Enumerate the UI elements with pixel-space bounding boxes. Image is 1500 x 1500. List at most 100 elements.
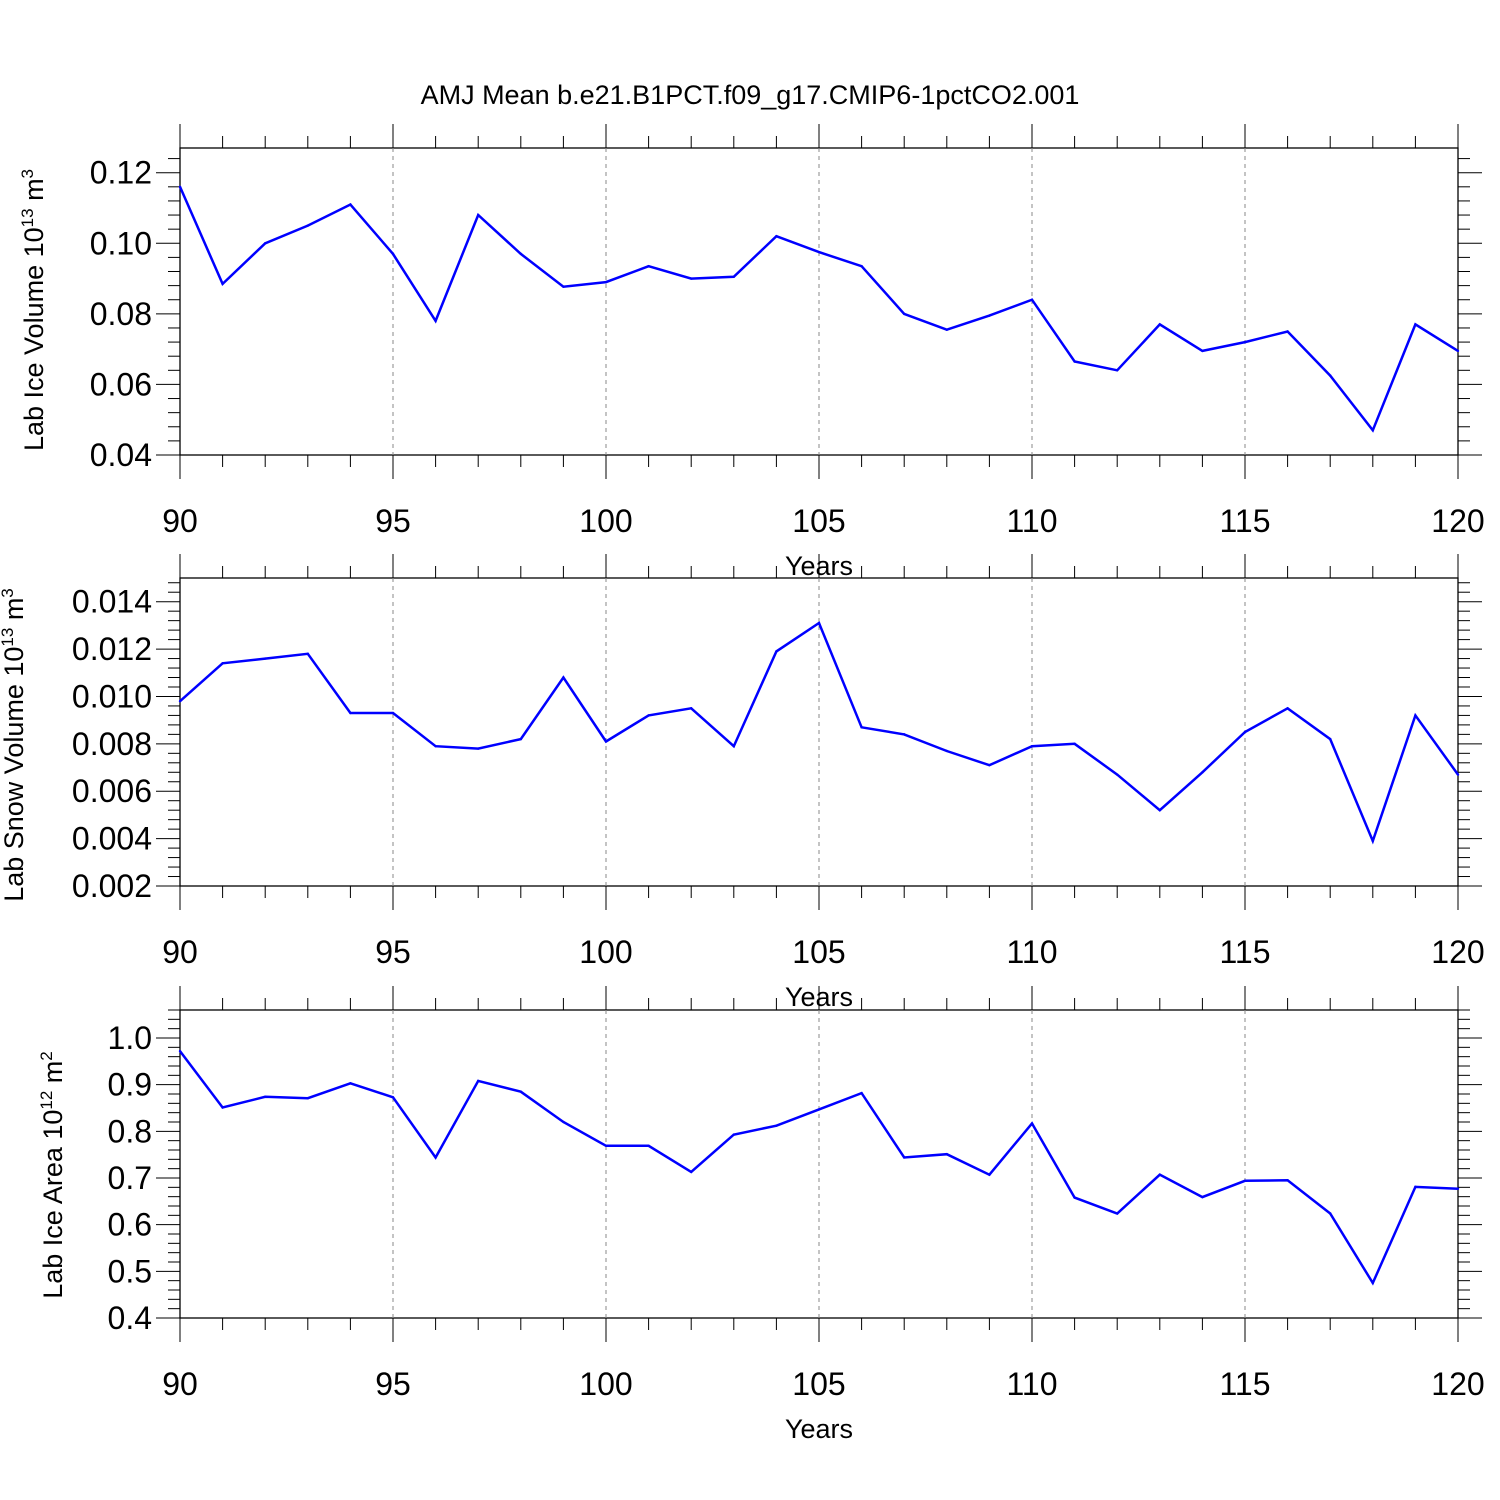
x-tick-label: 100: [579, 1366, 632, 1402]
data-point: [306, 224, 309, 227]
x-tick-label: 105: [792, 503, 845, 539]
data-point: [221, 662, 224, 665]
y-tick-label: 0.002: [72, 868, 152, 904]
data-point: [519, 252, 522, 256]
data-point: [391, 711, 395, 715]
data-point: [775, 1124, 778, 1127]
y-tick-label: 0.6: [108, 1207, 152, 1243]
y-tick-label: 0.012: [72, 631, 152, 667]
data-point: [732, 1133, 735, 1136]
data-point: [1456, 773, 1460, 776]
data-point: [1073, 360, 1076, 363]
data-point: [1286, 330, 1289, 333]
chart-panel-3: 90 95 100 105 110 115 120 Years 0.4 0.5 0.6 0.7 0.8 0…: [37, 986, 1485, 1444]
data-point: [306, 652, 309, 656]
data-point: [1414, 323, 1417, 326]
data-point: [1073, 742, 1076, 746]
x-tick-label: 90: [162, 503, 198, 539]
data-point: [690, 707, 693, 710]
data-point: [775, 650, 778, 653]
y-tick-label: 0.7: [108, 1160, 152, 1196]
x-tick-label: 105: [792, 1366, 845, 1402]
data-point: [264, 1095, 267, 1099]
data-point: [903, 1156, 906, 1159]
data-point: [604, 740, 608, 743]
data-point: [1073, 1196, 1076, 1199]
data-point: [349, 711, 352, 715]
y-tick-label: 0.04: [90, 437, 152, 473]
y-tick-label: 0.010: [72, 678, 152, 714]
data-point: [732, 275, 735, 278]
data-point: [1201, 1195, 1204, 1199]
data-point: [604, 1144, 608, 1148]
x-tick-label: 115: [1219, 503, 1270, 539]
data-point: [945, 1153, 948, 1156]
y-tick-label: 0.06: [90, 366, 152, 402]
data-point: [1243, 340, 1247, 344]
x-tick-label: 95: [375, 503, 411, 539]
y-tick-label: 0.5: [108, 1253, 152, 1289]
x-tick-label: 90: [162, 934, 198, 970]
data-point: [1158, 323, 1162, 326]
data-point: [391, 252, 395, 256]
x-axis-label: Years: [785, 1414, 853, 1444]
x-tick-label: 110: [1006, 503, 1057, 539]
data-point: [1030, 1122, 1034, 1125]
y-tick-label: 0.006: [72, 773, 152, 809]
y-axis-label: Lab Ice Area 1012 m2: [37, 1051, 68, 1299]
data-point: [1116, 369, 1119, 372]
y-tick-label: 1.0: [108, 1020, 152, 1056]
data-point: [1371, 839, 1375, 843]
chart-panel-1: 90 95 100 105 110 115 120Years0.040.060.080.10…: [18, 124, 1485, 581]
x-tick-label: 120: [1431, 1366, 1484, 1402]
data-point: [1243, 730, 1247, 734]
data-point: [1456, 1187, 1460, 1190]
y-axis-label: Lab Snow Volume 1013 m3: [0, 588, 29, 902]
y-axis-label: Lab Ice Volume 1013 m3: [18, 169, 49, 451]
data-point: [477, 747, 480, 750]
data-point: [817, 621, 821, 625]
data-point: [178, 1049, 182, 1053]
y-tick-label: 0.9: [108, 1067, 152, 1103]
x-tick-label: 100: [579, 503, 632, 539]
data-point: [434, 745, 437, 748]
data-point: [391, 1096, 395, 1099]
data-point: [1030, 298, 1034, 301]
data-point: [1116, 1212, 1119, 1215]
data-point: [1201, 349, 1204, 353]
data-point: [1371, 429, 1375, 432]
data-point: [349, 203, 352, 206]
data-point: [1329, 737, 1332, 741]
data-point: [221, 1106, 224, 1109]
data-point: [221, 282, 224, 286]
data-point: [1286, 707, 1289, 710]
data-point: [1371, 1281, 1375, 1285]
x-tick-label: 120: [1431, 934, 1484, 970]
data-point: [647, 714, 650, 717]
x-tick-label: 100: [579, 934, 632, 970]
chart-panel-2: 90 95 100 105 110 115 120Years0.0020.0040.0060…: [0, 554, 1485, 1012]
data-point: [988, 763, 991, 767]
x-tick-label: 115: [1219, 1366, 1270, 1402]
data-point: [434, 319, 437, 323]
data-point: [604, 280, 608, 284]
data-point: [860, 265, 863, 268]
data-point: [775, 235, 778, 238]
data-point: [306, 1097, 309, 1100]
data-point: [1329, 374, 1332, 377]
data-point: [1414, 1185, 1417, 1189]
data-point: [945, 749, 948, 753]
y-tick-label: 0.014: [72, 584, 152, 620]
data-point: [178, 185, 182, 189]
x-tick-label: 105: [792, 934, 845, 970]
x-tick-label: 95: [375, 934, 411, 970]
data-point: [1158, 808, 1162, 812]
data-point: [817, 1108, 821, 1111]
y-tick-label: 0.004: [72, 821, 152, 857]
data-point: [860, 1091, 863, 1095]
y-tick-label: 0.08: [90, 296, 152, 332]
data-point: [988, 1173, 991, 1176]
data-point: [562, 1120, 565, 1124]
data-point: [690, 277, 693, 280]
